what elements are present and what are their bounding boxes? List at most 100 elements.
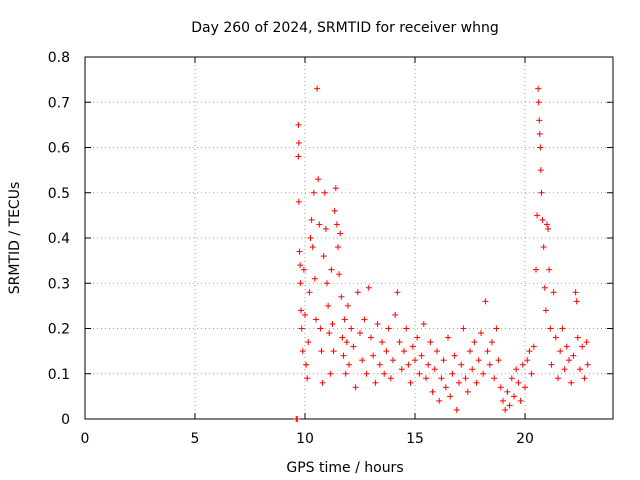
data-point xyxy=(493,325,500,332)
data-point xyxy=(475,357,482,364)
data-point xyxy=(583,339,590,346)
data-point xyxy=(374,320,381,327)
data-point xyxy=(434,348,440,355)
data-point xyxy=(330,348,337,355)
data-point xyxy=(340,352,347,359)
data-point xyxy=(296,248,303,255)
data-point xyxy=(381,370,388,377)
data-point xyxy=(319,379,326,386)
x-tick-label: 15 xyxy=(406,431,424,447)
data-point xyxy=(566,357,572,364)
data-point xyxy=(451,352,458,359)
data-point xyxy=(535,99,542,106)
data-point xyxy=(387,375,394,382)
data-point xyxy=(412,357,418,364)
data-point xyxy=(409,343,416,350)
y-tick-labels: 0 0.1 0.2 0.3 0.4 0.5 0.6 0.7 0.8 xyxy=(48,50,70,428)
data-point xyxy=(307,235,314,241)
data-point xyxy=(577,366,583,373)
data-point xyxy=(535,85,542,92)
data-point xyxy=(526,348,533,355)
y-tick-label: 0.2 xyxy=(48,322,70,338)
data-point xyxy=(570,352,577,359)
data-point xyxy=(379,339,385,346)
data-point xyxy=(302,311,308,318)
data-point xyxy=(550,289,557,296)
data-point xyxy=(559,325,566,332)
data-point xyxy=(401,348,407,355)
data-point xyxy=(372,379,379,386)
data-point xyxy=(513,366,520,373)
data-point xyxy=(383,348,390,355)
data-point xyxy=(489,339,495,346)
data-point xyxy=(480,370,487,377)
data-point xyxy=(533,266,539,273)
data-point xyxy=(584,361,591,368)
data-point xyxy=(573,298,580,305)
data-point xyxy=(541,284,548,291)
data-point xyxy=(486,361,493,368)
data-point xyxy=(491,375,498,382)
data-point xyxy=(537,167,544,174)
data-point xyxy=(294,416,301,422)
data-point xyxy=(508,375,515,382)
data-point xyxy=(331,207,338,214)
y-axis-label: SRMTID / TECUs xyxy=(7,182,23,295)
data-point xyxy=(542,307,549,314)
x-tick-labels: 0 5 10 15 20 xyxy=(81,431,534,447)
data-point xyxy=(308,216,315,223)
data-point xyxy=(295,139,302,146)
grid-lines xyxy=(85,57,613,419)
chart-title: Day 260 of 2024, SRMTID for receiver whn… xyxy=(191,20,499,36)
data-point xyxy=(495,357,502,364)
data-point xyxy=(332,185,339,192)
data-point xyxy=(438,375,445,382)
data-point xyxy=(429,388,436,395)
x-tick-label: 5 xyxy=(191,431,200,447)
data-point xyxy=(303,361,310,368)
data-point xyxy=(359,357,366,364)
data-point xyxy=(407,379,414,386)
data-point xyxy=(325,302,332,309)
data-point xyxy=(502,406,509,413)
data-point xyxy=(311,275,318,282)
data-point xyxy=(350,343,357,350)
data-point xyxy=(297,280,304,287)
data-point xyxy=(297,262,304,269)
data-point xyxy=(385,325,392,332)
data-point xyxy=(473,379,480,386)
data-point xyxy=(315,176,322,183)
data-point xyxy=(346,361,352,368)
data-point xyxy=(348,325,355,332)
data-point xyxy=(500,397,506,404)
data-point xyxy=(552,334,559,341)
data-point xyxy=(344,302,351,309)
data-point xyxy=(460,325,467,332)
data-point xyxy=(445,334,451,341)
data-point xyxy=(467,348,473,355)
data-point xyxy=(357,330,363,337)
data-point xyxy=(423,375,429,382)
y-tick-label: 0.8 xyxy=(48,50,70,66)
data-point xyxy=(317,325,324,332)
data-points xyxy=(293,85,591,422)
data-point xyxy=(519,361,526,368)
data-point xyxy=(414,334,421,341)
data-point xyxy=(537,144,544,151)
data-point xyxy=(456,379,462,386)
data-point xyxy=(295,198,302,205)
data-point xyxy=(313,316,319,323)
data-point xyxy=(563,343,570,350)
data-point xyxy=(320,253,327,260)
data-point xyxy=(328,266,335,273)
axis-ticks xyxy=(84,56,613,420)
data-point xyxy=(314,85,321,92)
data-point xyxy=(436,397,443,404)
x-axis-label: GPS time / hours xyxy=(286,460,403,476)
data-point xyxy=(327,370,334,377)
data-point xyxy=(396,339,403,346)
y-tick-label: 0.1 xyxy=(48,367,70,383)
data-point xyxy=(405,361,412,368)
data-point xyxy=(538,189,545,196)
data-point xyxy=(539,216,546,223)
